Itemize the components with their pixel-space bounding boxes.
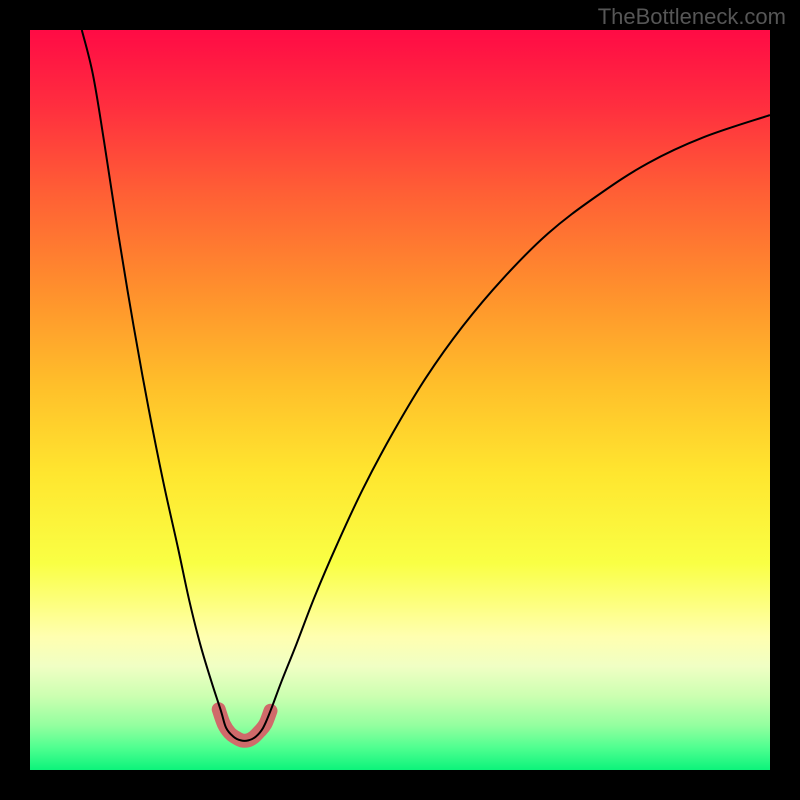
canvas: TheBottleneck.com	[0, 0, 800, 800]
watermark-text: TheBottleneck.com	[598, 4, 786, 30]
valley-highlight	[219, 709, 271, 740]
plot-area	[30, 30, 770, 770]
main-curve	[82, 30, 770, 741]
chart-svg	[30, 30, 770, 770]
